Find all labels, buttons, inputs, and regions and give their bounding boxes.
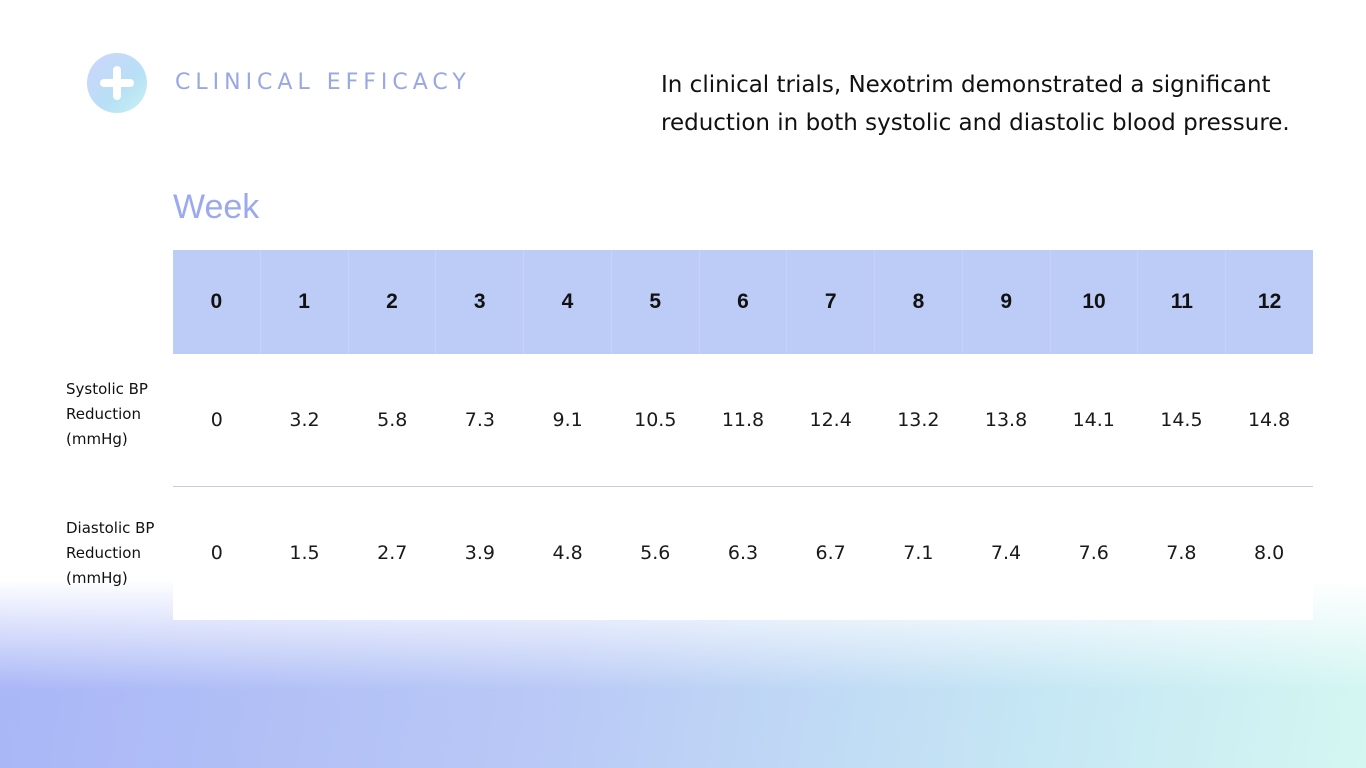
row-label-line: (mmHg) (66, 569, 128, 587)
diastolic-row-label: Diastolic BP Reduction (mmHg) (66, 516, 166, 591)
row-label-line: Systolic BP (66, 380, 148, 398)
diastolic-cell: 7.8 (1166, 542, 1197, 564)
systolic-cell: 13.8 (984, 409, 1028, 431)
diastolic-cell: 2.7 (377, 542, 408, 564)
diastolic-cell: 1.5 (289, 542, 320, 564)
diastolic-cell: 3.9 (464, 542, 496, 564)
systolic-cell: 9.1 (552, 409, 583, 431)
diastolic-cell: 0 (210, 542, 223, 564)
diastolic-cell: 7.1 (903, 542, 934, 564)
diastolic-cell: 5.6 (640, 542, 671, 564)
week-header-cell: 9 (963, 250, 1051, 354)
week-header-row: 0 1 2 3 4 5 6 7 8 9 10 11 12 (173, 250, 1313, 354)
systolic-cell: 7.3 (464, 409, 496, 431)
week-header-cell: 3 (436, 250, 525, 354)
week-header-cell: 11 (1138, 250, 1227, 354)
week-header-cell: 4 (524, 250, 612, 354)
diastolic-cell: 6.7 (815, 542, 846, 564)
plus-icon (100, 66, 134, 100)
week-header-cell: 6 (700, 250, 788, 354)
row-label-line: Reduction (66, 544, 141, 562)
systolic-cell: 10.5 (634, 409, 677, 431)
row-label-line: Diastolic BP (66, 519, 155, 537)
week-column-label: Week (173, 188, 260, 226)
week-header-cell: 2 (349, 250, 437, 354)
systolic-cell: 13.2 (897, 409, 940, 431)
row-label-line: Reduction (66, 405, 141, 423)
logo (87, 53, 147, 113)
systolic-cell: 0 (210, 409, 223, 431)
diastolic-cell: 6.3 (727, 542, 759, 564)
row-label-line: (mmHg) (66, 430, 128, 448)
diastolic-cell: 4.8 (552, 542, 583, 564)
week-header-cell: 0 (173, 250, 261, 354)
week-header-cell: 10 (1051, 250, 1139, 354)
diastolic-cell: 7.6 (1078, 542, 1109, 564)
systolic-row-label: Systolic BP Reduction (mmHg) (66, 377, 166, 452)
systolic-cell: 12.4 (809, 409, 852, 431)
diastolic-row: 0 1.5 2.7 3.9 4.8 5.6 6.3 6.7 7.1 7.4 7.… (173, 487, 1313, 619)
intro-text: In clinical trials, Nexotrim demonstrate… (661, 72, 1290, 136)
diastolic-cell: 7.4 (990, 542, 1022, 564)
week-header-cell: 7 (787, 250, 876, 354)
systolic-cell: 3.2 (289, 409, 320, 431)
systolic-cell: 5.8 (377, 409, 408, 431)
week-header-cell: 1 (261, 250, 349, 354)
systolic-cell: 14.1 (1072, 409, 1115, 431)
week-header-cell: 5 (612, 250, 700, 354)
systolic-row: 0 3.2 5.8 7.3 9.1 10.5 11.8 12.4 13.2 13… (173, 354, 1313, 487)
systolic-cell: 11.8 (721, 409, 765, 431)
week-header-cell: 12 (1257, 290, 1282, 313)
diastolic-cell: 8.0 (1253, 542, 1285, 564)
week-header-cell: 8 (875, 250, 963, 354)
systolic-cell: 14.5 (1160, 409, 1203, 431)
systolic-cell: 14.8 (1247, 409, 1291, 431)
section-eyebrow: CLINICAL EFFICACY (175, 70, 471, 95)
